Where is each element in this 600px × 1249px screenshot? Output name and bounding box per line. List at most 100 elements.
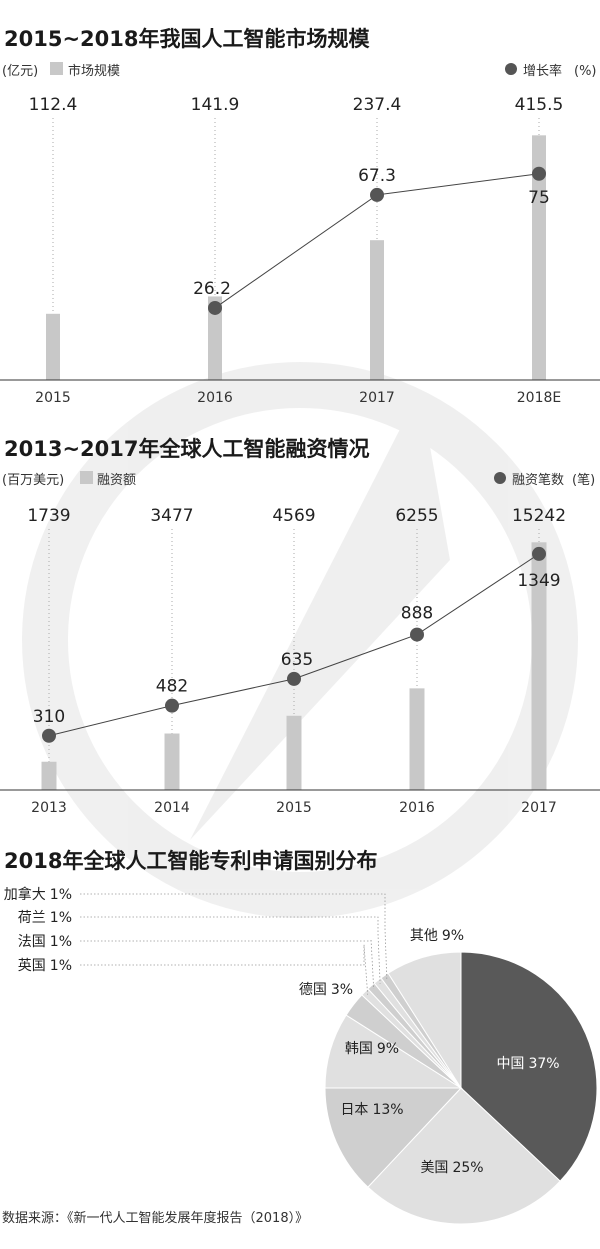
- chart1-legend-line-label: 增长率: [523, 63, 562, 79]
- chart1-title: 2015~2018年我国人工智能市场规模: [4, 27, 370, 51]
- chart2-unit-left: (百万美元): [2, 473, 64, 488]
- chart1-plot: 112.4 2015 141.9 2016 237.4 2017 415.5 2018E 26.…: [29, 95, 564, 406]
- chart2-legend-point-swatch: [494, 472, 506, 484]
- pie-leader-line: [80, 944, 369, 995]
- line-value-label: 635: [281, 650, 313, 670]
- chart2-legend-bar-label: 融资额: [97, 473, 136, 488]
- chart2-title: 2013~2017年全球人工智能融资情况: [4, 437, 370, 461]
- pie-slice-label: 德国 3%: [299, 982, 353, 998]
- line-value-label: 482: [156, 677, 188, 697]
- line-value-label: 67.3: [358, 166, 396, 186]
- chart2-legend-line-label: 融资笔数: [512, 472, 564, 488]
- pie-slice: [324, 1087, 463, 1188]
- pie-slice-label: 日本 13%: [340, 1102, 403, 1118]
- bar-value-label: 141.9: [191, 95, 240, 115]
- bar-value-label: 237.4: [353, 95, 402, 115]
- bar: [370, 240, 384, 380]
- pie-slice-percent: 1%: [50, 958, 72, 974]
- chart3-title: 2018年全球人工智能专利申请国别分布: [4, 849, 377, 873]
- chart2-legend-bar-swatch: [80, 471, 93, 484]
- pie-slice-percent: 9%: [377, 1041, 399, 1057]
- pie-slice-country: 荷兰: [18, 910, 46, 926]
- bar: [532, 135, 546, 380]
- pie-slice-percent: 25%: [452, 1160, 483, 1176]
- pie-slice-country: 法国: [18, 934, 46, 950]
- pie-slice-country: 其他: [410, 928, 438, 944]
- bar: [46, 313, 60, 380]
- line-point: [370, 187, 384, 202]
- x-tick-label: 2018E: [517, 390, 561, 406]
- line-value-label: 26.2: [193, 279, 231, 299]
- pie-slice-country: 英国: [18, 957, 46, 974]
- x-tick-label: 2017: [359, 390, 395, 406]
- bar: [164, 733, 180, 790]
- x-tick-label: 2016: [197, 390, 233, 406]
- pie-slice: [460, 951, 598, 1182]
- line-point: [532, 166, 546, 181]
- x-tick-label: 2014: [154, 800, 190, 816]
- line-value-label: 1349: [517, 571, 560, 591]
- chart2-plot: 1739 2013 3477 2014 4569 2015 6255 2016 15242 201…: [27, 506, 566, 816]
- pie-slice-label: 韩国 9%: [345, 1041, 399, 1057]
- line-value-label: 75: [528, 188, 550, 208]
- pie-slice-percent: 1%: [50, 887, 72, 903]
- watermark-logo: [22, 362, 578, 918]
- pie-leader-line: [80, 938, 375, 990]
- bar: [208, 296, 222, 380]
- chart2-unit-right: (笔): [572, 472, 595, 488]
- pie-slice: [367, 1087, 561, 1225]
- pie-slice-percent: 3%: [331, 982, 353, 998]
- pie-slice-label: 荷兰 1%: [18, 910, 72, 926]
- pie-slice-country: 美国: [420, 1160, 448, 1176]
- pie-slice-country: 日本: [340, 1102, 368, 1118]
- source-note: 数据来源：《新一代人工智能发展年度报告（2018）》: [2, 1210, 308, 1226]
- bar-value-label: 415.5: [515, 95, 564, 115]
- bar-value-label: 4569: [272, 506, 315, 526]
- pie-slice-percent: 1%: [50, 934, 72, 950]
- pie-leader-line: [80, 893, 388, 979]
- pie-slice-country: 加拿大: [4, 886, 46, 903]
- bar: [286, 715, 302, 790]
- bar: [409, 688, 425, 790]
- bar-value-label: 112.4: [29, 95, 78, 115]
- chart1-legend-point-swatch: [505, 63, 517, 75]
- pie-slice-label: 中国 37%: [496, 1056, 559, 1072]
- line-point: [532, 546, 546, 561]
- line-point: [287, 671, 301, 686]
- pie-slice-label: 美国 25%: [420, 1160, 483, 1176]
- bar: [531, 542, 547, 790]
- pie-slice: [387, 951, 462, 1090]
- pie-slice-label: 加拿大 1%: [4, 886, 72, 903]
- pie-slice-percent: 9%: [442, 928, 464, 944]
- line-value-label: 888: [401, 604, 433, 624]
- pie-leader-line: [80, 916, 381, 984]
- pie-slice-percent: 13%: [372, 1102, 403, 1118]
- x-tick-label: 2013: [31, 800, 67, 816]
- pie-chart: 中国 37%美国 25%日本 13%韩国 9%德国 3%其他 9%英国 1%法国 1%荷兰 1%加…: [4, 886, 598, 1225]
- bar-value-label: 15242: [512, 506, 566, 526]
- bar-value-label: 1739: [27, 506, 70, 526]
- line-value-label: 310: [33, 707, 65, 727]
- pie-slice-percent: 1%: [50, 910, 72, 926]
- chart1-legend-bar-label: 市场规模: [68, 63, 120, 79]
- x-tick-label: 2016: [399, 800, 435, 816]
- pie-slice-label: 英国 1%: [18, 957, 72, 974]
- chart1-unit-left: (亿元): [2, 64, 38, 79]
- pie-slice-country: 中国: [496, 1056, 524, 1072]
- pie-slice-label: 其他 9%: [410, 928, 464, 944]
- chart1-unit-right: (%): [574, 64, 597, 79]
- x-tick-label: 2015: [35, 390, 71, 406]
- line-point: [165, 698, 179, 713]
- line-point: [208, 300, 222, 315]
- pie-slice-percent: 37%: [528, 1056, 559, 1072]
- bar-value-label: 3477: [150, 506, 193, 526]
- pie-slice-country: 韩国: [345, 1041, 373, 1057]
- x-tick-label: 2015: [276, 800, 312, 816]
- pie-slice-country: 德国: [299, 982, 327, 998]
- line-point: [410, 627, 424, 642]
- bar-value-label: 6255: [395, 506, 438, 526]
- chart1-legend-bar-swatch: [50, 62, 63, 75]
- line-point: [42, 728, 56, 743]
- x-tick-label: 2017: [521, 800, 557, 816]
